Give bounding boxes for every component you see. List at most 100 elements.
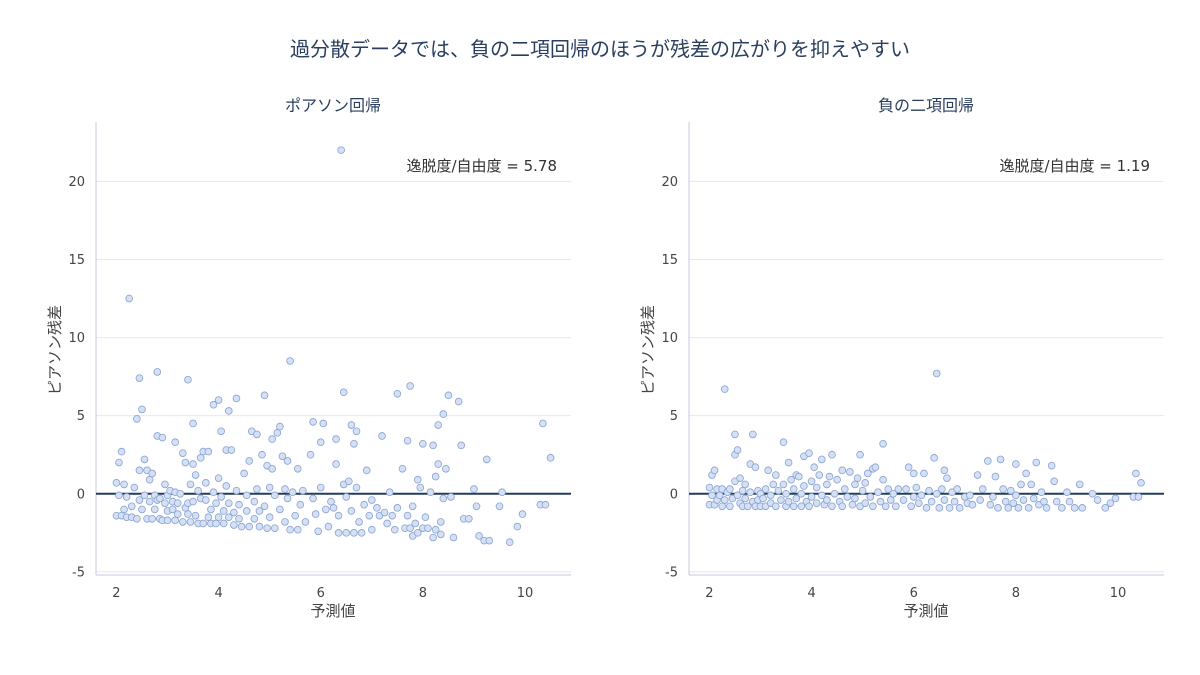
y-tick-label: 20: [661, 175, 678, 190]
scatter-point: [817, 455, 826, 464]
scatter-point: [1078, 504, 1087, 512]
scatter-point: [227, 446, 236, 454]
scatter-point: [917, 491, 926, 500]
scatter-point: [296, 500, 305, 509]
scatter-point: [171, 516, 179, 525]
scatter-point: [1024, 504, 1033, 512]
scatter-point: [953, 485, 961, 493]
scatter-point: [830, 489, 839, 498]
scatter-point: [909, 493, 918, 501]
scatter-point: [838, 466, 847, 475]
scatter-point: [932, 369, 941, 378]
scatter-point: [235, 514, 243, 523]
scatter-point: [209, 400, 218, 409]
scatter-point: [513, 522, 522, 531]
scatter-point: [406, 382, 414, 390]
scatter-point: [230, 508, 238, 517]
scatter-point: [779, 480, 788, 489]
scatter-point: [1014, 504, 1023, 512]
scatter-point: [120, 505, 128, 514]
scatter-point: [324, 522, 333, 531]
scatter-point: [434, 421, 443, 429]
scatter-point: [815, 471, 824, 479]
y-axis-label: ピアソン残差: [46, 305, 64, 395]
scatter-point: [777, 496, 785, 504]
scatter-point: [726, 485, 734, 493]
scatter-point: [224, 513, 233, 522]
scatter-point: [431, 472, 440, 481]
scatter-point: [470, 485, 478, 493]
panel-subtitle: 負の二項回帰: [878, 96, 974, 115]
scatter-point: [130, 483, 139, 492]
scatter-point: [710, 466, 719, 475]
scatter-point: [894, 485, 903, 493]
scatter-point: [789, 485, 798, 493]
scatter-point: [769, 480, 778, 489]
scatter-point: [230, 521, 238, 529]
scatter-point: [189, 460, 197, 468]
scatter-point: [286, 525, 294, 534]
scatter-point: [1065, 497, 1074, 506]
scatter-point: [158, 433, 167, 442]
scatter-point: [345, 477, 353, 486]
scatter-point: [766, 491, 775, 500]
scatter-point: [189, 497, 197, 506]
scatter-point: [886, 496, 895, 504]
scatter-point: [861, 499, 870, 507]
panel-poisson: ポアソン回帰 -5 0 5 10 15 20 2 4 6 8 10 逸脱度/自由度 = 5.78 予…: [46, 96, 571, 620]
scatter-point: [863, 469, 872, 478]
scatter-point: [925, 486, 933, 495]
scatter-point: [743, 502, 752, 511]
scatter-point: [741, 480, 749, 489]
scatter-point: [779, 438, 788, 447]
scatter-point: [807, 493, 816, 501]
scatter-point: [342, 493, 351, 501]
scatter-point: [485, 536, 494, 545]
scatter-point: [833, 475, 841, 484]
scatter-point: [1027, 480, 1036, 489]
scatter-point: [1075, 480, 1084, 489]
scatter-point: [339, 388, 348, 397]
scatter-point: [276, 505, 284, 514]
scatter-point: [173, 499, 182, 507]
scatter-point: [1001, 497, 1010, 506]
scatter-point: [1022, 469, 1030, 478]
scatter-point: [135, 466, 144, 475]
scatter-point: [140, 455, 149, 464]
scatter-point: [1029, 494, 1038, 503]
scatter-point: [334, 529, 343, 537]
scatter-point: [738, 486, 747, 495]
scatter-point: [117, 447, 126, 456]
scatter-point: [398, 464, 407, 473]
scatter-point: [812, 483, 821, 492]
scatter-point: [983, 457, 992, 465]
scatter-point: [940, 466, 949, 475]
scatter-point: [365, 511, 374, 520]
scatter-point: [202, 479, 210, 487]
scatter-point: [347, 507, 356, 515]
scatter-point: [403, 511, 412, 520]
scatter-point: [1106, 499, 1115, 507]
scatter-point: [449, 533, 458, 542]
scatter-point: [270, 524, 279, 532]
scatter-point: [955, 504, 964, 512]
scatter-point: [179, 518, 187, 526]
scatter-point: [316, 438, 325, 447]
scatter-point: [352, 483, 361, 492]
scatter-point: [426, 488, 435, 497]
y-tick-label: 5: [670, 409, 678, 424]
scatter-point: [861, 479, 870, 487]
scatter-point: [973, 471, 982, 479]
scatter-point: [976, 496, 984, 504]
scatter-point: [362, 466, 371, 475]
scatter-point: [212, 499, 220, 507]
scatter-point: [472, 502, 481, 511]
scatter-point: [932, 489, 941, 498]
scatter-point: [189, 419, 197, 428]
scatter-point: [352, 427, 361, 436]
scatter-point: [319, 419, 328, 428]
scatter-point: [495, 502, 504, 511]
scatter-point: [759, 494, 767, 503]
scatter-point: [1058, 504, 1066, 512]
